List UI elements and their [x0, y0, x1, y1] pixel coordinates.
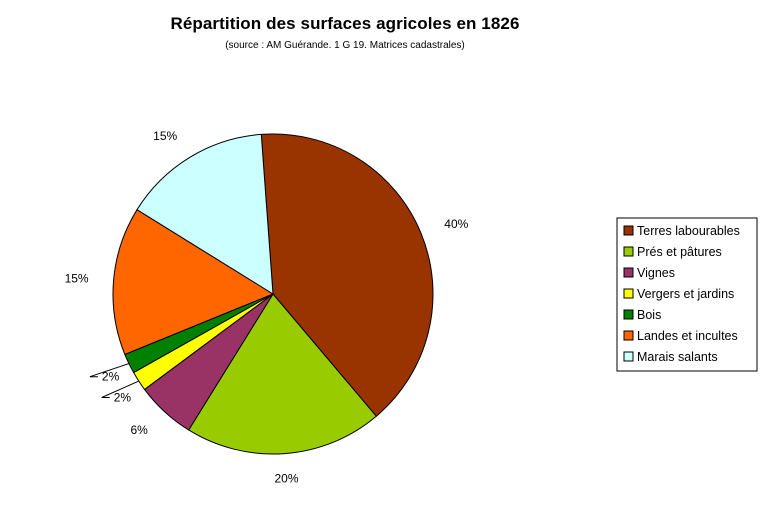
data-label-vignes: 6% [130, 423, 148, 437]
legend: Terres labourables Prés et pâtures Vignes V… [616, 217, 758, 372]
legend-label-marais-salants: Marais salants [637, 350, 718, 364]
pie-slice-terres-labourables [260, 133, 434, 417]
legend-swatch-landes-et-incultes [623, 330, 634, 341]
legend-label-landes-et-incultes: Landes et incultes [637, 329, 738, 343]
pie-slice-marais-salants [136, 133, 274, 295]
leader-line-vergers-et-jardins [101, 380, 140, 398]
legend-swatch-bois [623, 309, 634, 320]
legend-label-terres-labourables: Terres labourables [637, 224, 740, 238]
chart-title: Répartition des surfaces agricoles en 18… [170, 14, 520, 33]
legend-label-bois: Bois [637, 308, 661, 322]
legend-swatch-pres-et-patures [623, 246, 634, 257]
data-label-marais-salants: 15% [153, 129, 177, 143]
pie-slices [112, 133, 434, 455]
leader-line-bois [89, 363, 130, 378]
legend-label-vergers-et-jardins: Vergers et jardins [637, 287, 734, 301]
legend-box [616, 217, 758, 372]
legend-swatch-vergers-et-jardins [623, 288, 634, 299]
data-label-pres-et-patures: 20% [274, 472, 298, 486]
data-label-terres-labourables: 40% [444, 217, 468, 231]
data-label-landes-et-incultes: 15% [65, 272, 89, 286]
chart-subtitle: (source : AM Guérande. 1 G 19. Matrices … [225, 40, 465, 51]
legend-swatch-marais-salants [623, 351, 634, 362]
data-label-bois: 2% [102, 370, 120, 384]
legend-swatch-terres-labourables [623, 225, 634, 236]
pie-slice-pres-et-patures [188, 293, 377, 455]
data-labels: 40% 20% 6% 2% 2% 15% 15% [65, 129, 469, 486]
legend-label-pres-et-patures: Prés et pâtures [637, 245, 722, 259]
legend-label-vignes: Vignes [637, 266, 675, 280]
data-label-vergers-et-jardins: 2% [114, 391, 132, 405]
pie-slice-landes-et-incultes [112, 209, 275, 356]
legend-swatch-vignes [623, 267, 634, 278]
